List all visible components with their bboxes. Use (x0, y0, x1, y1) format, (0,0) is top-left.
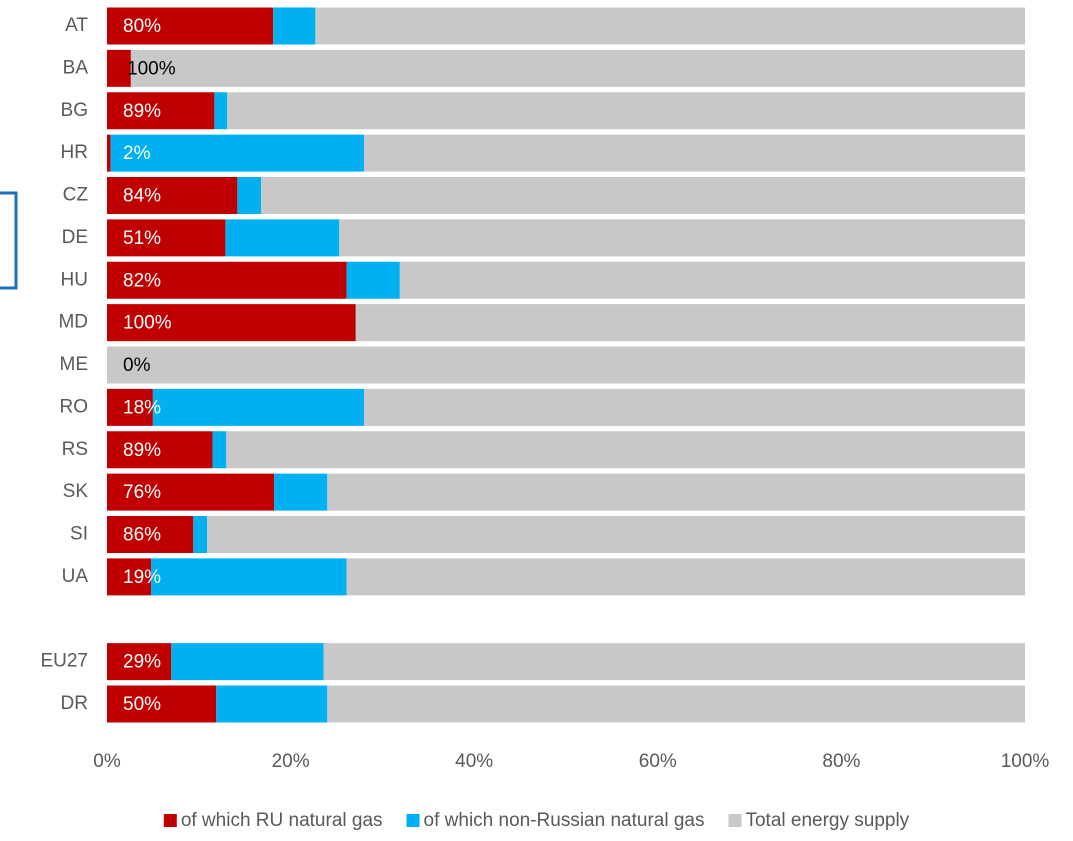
bar-segment (216, 685, 328, 723)
value-label: 0% (123, 355, 151, 376)
bar-segment (107, 473, 275, 511)
value-label: 76% (123, 482, 161, 503)
y-tick-label: EU27 (40, 651, 88, 672)
value-label: 18% (123, 397, 161, 418)
bar-segment (226, 431, 1026, 469)
y-tick-label: SK (63, 481, 89, 502)
bar-segment (107, 134, 111, 172)
bar-segment (151, 558, 347, 596)
value-label: 19% (123, 567, 161, 588)
bar-segment (355, 304, 1025, 342)
y-tick-label: ME (60, 354, 89, 375)
y-tick-label: RS (62, 439, 88, 460)
bar-segment (193, 516, 208, 553)
bar-segment (107, 7, 274, 45)
x-tick-label: 40% (455, 751, 493, 772)
bar-segment (110, 134, 365, 172)
y-tick-label: UA (62, 566, 89, 587)
bar-segment (107, 261, 347, 299)
x-tick-label: 100% (1001, 751, 1050, 772)
bar-segment (364, 388, 1025, 426)
value-label: 89% (123, 101, 161, 122)
value-label: 51% (123, 228, 161, 249)
legend-label: of which non-Russian natural gas (424, 810, 705, 831)
y-tick-label: DR (61, 693, 88, 714)
value-label: 50% (123, 694, 161, 715)
bar-segment (237, 177, 262, 214)
x-tick-label: 80% (822, 751, 860, 772)
legend-label: Total energy supply (745, 810, 909, 831)
bar-segment (107, 643, 172, 681)
bar-segment (327, 685, 1025, 723)
bar-segment (107, 685, 217, 723)
y-tick-label: HR (61, 142, 88, 163)
value-label: 2% (123, 143, 151, 164)
value-label: 89% (123, 440, 161, 461)
bar-segment (273, 7, 316, 45)
bar-segment (274, 473, 328, 511)
x-tick-label: 0% (93, 751, 121, 772)
value-label: 82% (123, 270, 161, 291)
bar-segment (327, 473, 1025, 511)
value-label: 29% (123, 652, 161, 673)
value-label: 100% (123, 313, 172, 334)
value-label: 80% (123, 16, 161, 37)
bar-segment (315, 7, 1025, 45)
y-tick-label: AT (65, 15, 88, 36)
bar-segment (107, 346, 1025, 384)
legend-swatch (406, 814, 420, 827)
y-tick-label: CZ (63, 185, 89, 206)
bar-segment (207, 516, 1025, 553)
y-tick-label: HU (61, 269, 88, 290)
bar-segment (225, 219, 340, 257)
bar-segment (339, 219, 1025, 257)
y-tick-label: BG (61, 100, 88, 121)
bar-segment (171, 643, 324, 681)
y-tick-label: MD (58, 312, 88, 333)
y-tick-label: DE (62, 227, 88, 248)
y-tick-label: SI (70, 524, 88, 545)
x-tick-label: 60% (639, 751, 677, 772)
bar-segment (130, 49, 1026, 87)
bar-segment (399, 261, 1025, 299)
bar-segment (346, 261, 400, 299)
y-tick-label: BA (63, 57, 89, 78)
bar-segment (152, 388, 365, 426)
value-label: 86% (123, 525, 161, 546)
bar-segment (107, 304, 356, 342)
legend-swatch (728, 814, 742, 827)
bar-segment (227, 92, 1025, 130)
bar-segment (364, 134, 1025, 172)
bar-segment (212, 431, 227, 469)
bar-segment (107, 516, 194, 553)
bar-segment (107, 219, 226, 257)
bar-segment (214, 92, 228, 130)
bar-segment (107, 431, 213, 469)
bar-segment (346, 558, 1025, 596)
bar-segment (107, 92, 215, 130)
bar-segment (323, 643, 1025, 681)
bar-segment (107, 49, 131, 87)
bar-segment (261, 177, 1025, 214)
bar-segment (107, 388, 153, 426)
value-label: 100% (127, 58, 176, 79)
value-label: 84% (123, 186, 161, 207)
legend-swatch (163, 814, 177, 827)
bar-segment (107, 558, 152, 596)
y-tick-label: RO (60, 396, 89, 417)
bar-segment (107, 177, 238, 214)
frame-fragment (0, 191, 18, 290)
x-tick-label: 20% (272, 751, 310, 772)
legend-label: of which RU natural gas (181, 810, 383, 831)
